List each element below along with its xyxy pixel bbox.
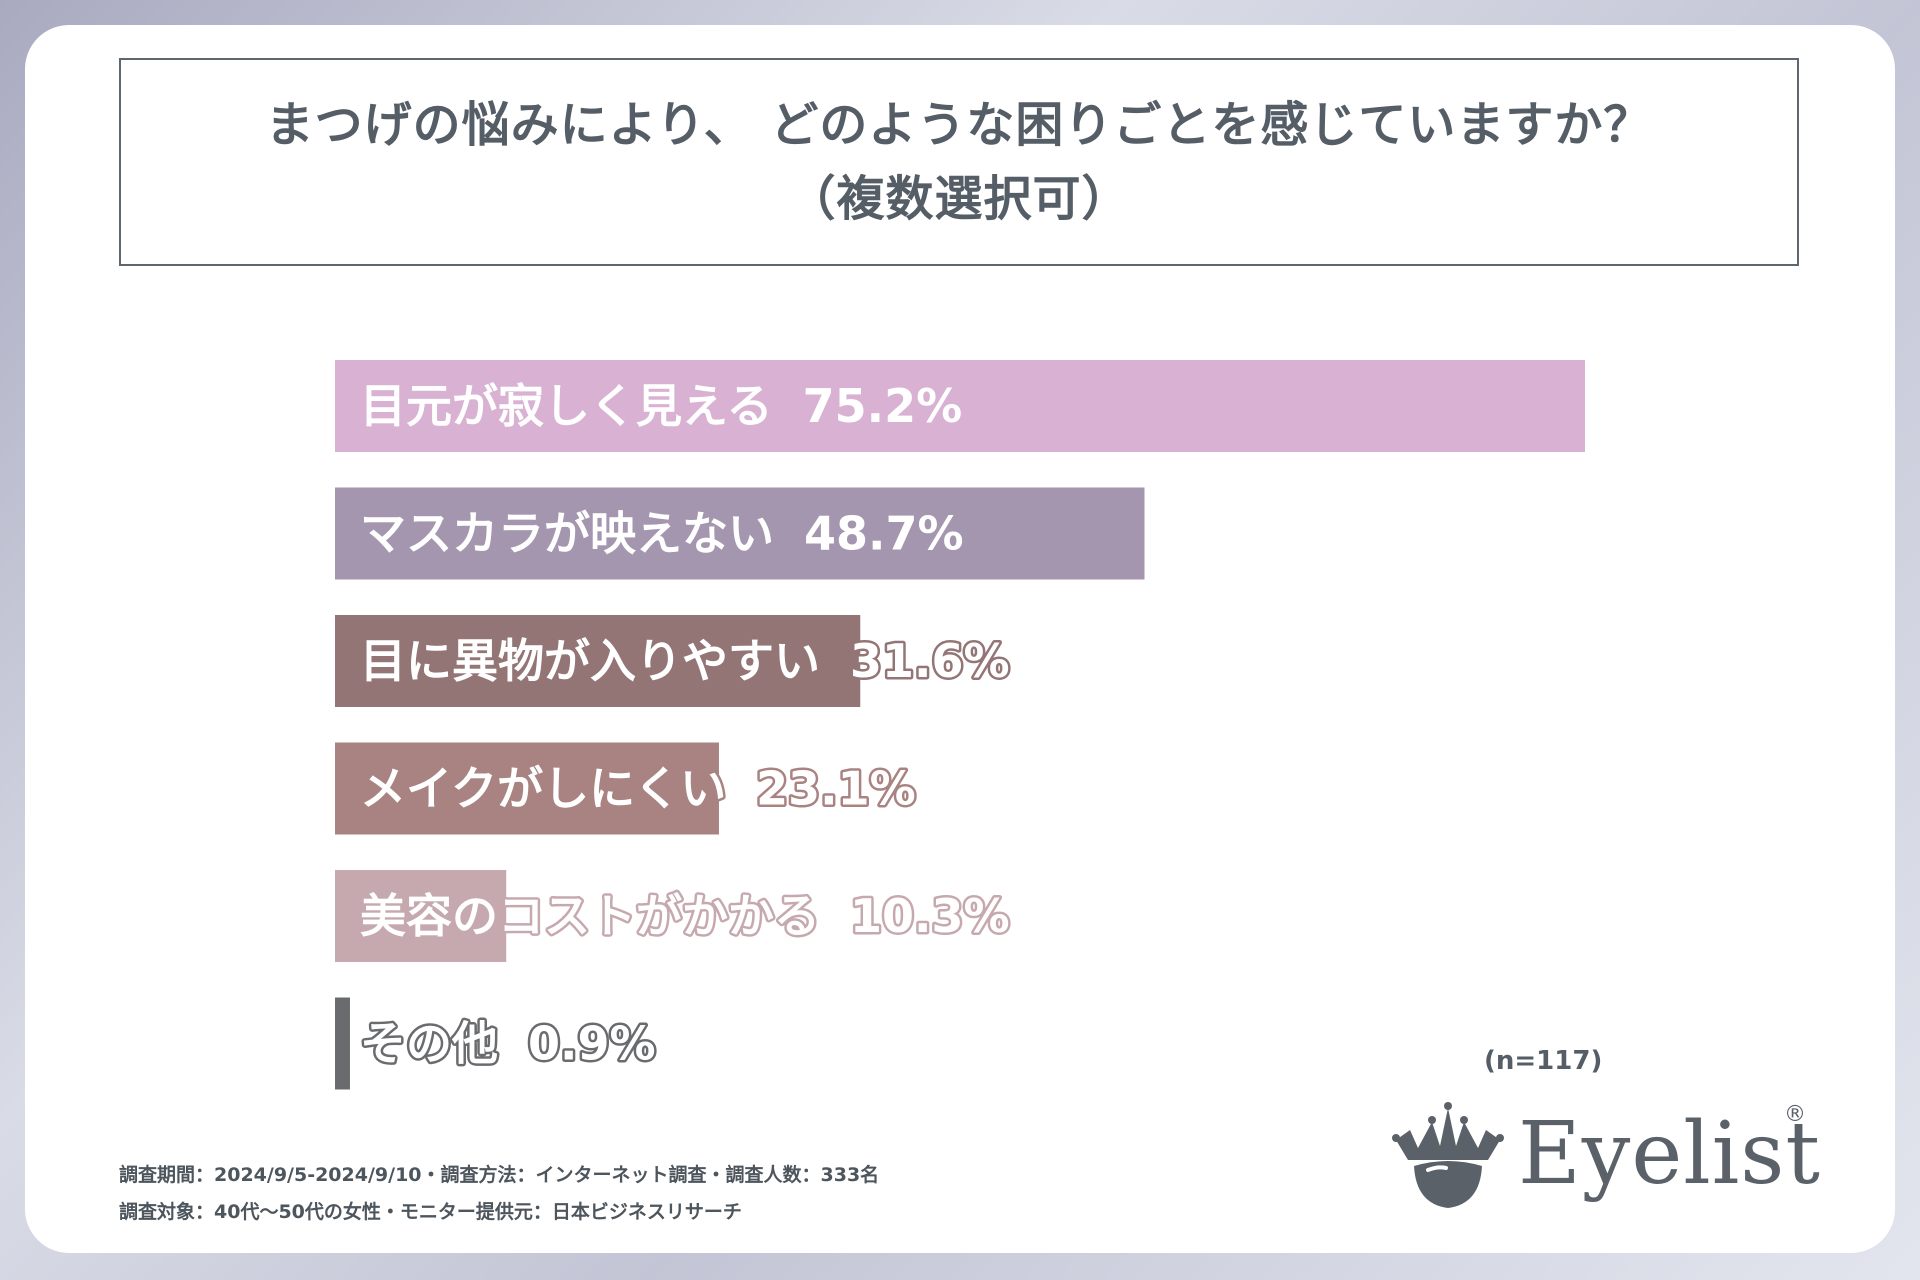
bar-label-5: 美容のコストがかかる 10.3% xyxy=(360,889,1010,943)
category-label-1: 目元が寂しく見える xyxy=(360,379,773,433)
value-label-2: 48.7% xyxy=(804,507,964,561)
bar-3 xyxy=(335,615,861,707)
bar-label-1: 目元が寂しく見える 75.2% xyxy=(360,379,962,433)
page-title: まつげの悩みにより、 どのような困りごとを感じていますか？ xyxy=(265,97,1653,153)
category-label-5: 美容のコストがかかる xyxy=(360,889,820,943)
eyelist-logo: Eyelist ® xyxy=(1388,1100,1820,1220)
bar-label-3: 目に異物が入りやすい 31.6% xyxy=(360,634,1010,688)
page-subtitle: （複数選択可） xyxy=(787,171,1131,227)
bar-2 xyxy=(335,487,1145,580)
bar-6 xyxy=(335,997,350,1090)
bar-label-6: その他 0.9% xyxy=(360,1017,656,1071)
category-label-4: メイクがしにくい xyxy=(360,762,726,816)
value-label-1: 75.2% xyxy=(803,379,963,433)
bar-1 xyxy=(335,360,1585,452)
value-label-5: 10.3% xyxy=(850,889,1010,943)
category-label-3: 目に異物が入りやすい xyxy=(360,634,820,688)
crown-eye-icon xyxy=(1392,1102,1504,1208)
bar-5 xyxy=(335,870,507,962)
category-label-6: その他 xyxy=(360,1017,498,1071)
registered-mark: ® xyxy=(1784,1102,1806,1127)
bar-label-2: マスカラが映えない 48.7% xyxy=(360,507,964,561)
value-label-4: 23.1% xyxy=(756,762,916,816)
bar-label-4: メイクがしにくい 23.1% xyxy=(360,762,916,816)
category-label-2: マスカラが映えない xyxy=(360,507,774,561)
survey-info-line-1: 調査期間：2024/9/5-2024/9/10・調査方法：インターネット調査・調… xyxy=(119,1164,880,1186)
sample-size-note: (n=117) xyxy=(1484,1046,1603,1076)
title-box: まつげの悩みにより、 どのような困りごとを感じていますか？ （複数選択可） xyxy=(119,58,1799,266)
value-label-3: 31.6% xyxy=(850,634,1010,688)
bar-4 xyxy=(335,742,719,835)
value-label-6: 0.9% xyxy=(528,1017,656,1071)
survey-info-line-2: 調査対象：40代～50代の女性・モニター提供元：日本ビジネスリサーチ xyxy=(119,1201,742,1223)
logo-wordmark: Eyelist xyxy=(1518,1104,1821,1204)
